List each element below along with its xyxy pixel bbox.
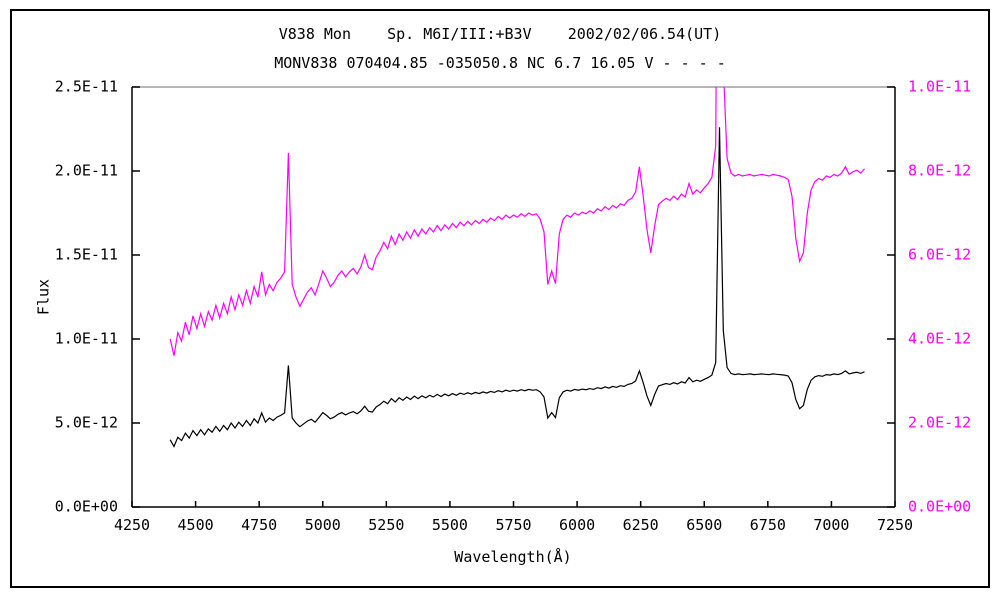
x-tick-label: 4250	[113, 516, 151, 534]
x-tick-label: 4500	[177, 516, 214, 534]
y-right-tick-label: 8.0E-12	[908, 161, 972, 180]
x-tick-label: 5250	[368, 516, 405, 534]
y-right-tick-label: 6.0E-12	[908, 245, 972, 264]
y-right-tick-label: 2.0E-12	[908, 413, 972, 432]
y-left-tick-label: 1.0E-11	[54, 329, 118, 348]
x-tick-label: 6000	[559, 516, 596, 534]
figure-title: V838 Mon Sp. M6I/III:+B3V 2002/02/06.54(…	[278, 25, 722, 43]
x-tick-label: 5000	[304, 516, 341, 534]
y-right-tick-label: 4.0E-12	[908, 329, 972, 348]
x-tick-label: 7000	[813, 516, 850, 534]
y-right-tick-label: 0.0E+00	[908, 497, 972, 516]
figure-subtitle: MONV838 070404.85 -035050.8 NC 6.7 16.05…	[274, 54, 726, 72]
figure-border	[10, 9, 990, 588]
x-axis-label: Wavelength(Å)	[454, 548, 572, 566]
black-spectrum-line	[169, 127, 865, 448]
x-tick-label: 6500	[686, 516, 723, 534]
y-left-tick-label: 0.0E+00	[54, 497, 118, 516]
y-left-tick-label: 2.0E-11	[54, 161, 118, 180]
y-left-tick-label: 1.5E-11	[54, 245, 118, 264]
x-tick-label: 5500	[431, 516, 468, 534]
magenta-spectrum-line	[169, 87, 865, 356]
y-left-tick-label: 2.5E-11	[54, 77, 118, 96]
x-tick-label: 4750	[241, 516, 278, 534]
y-left-tick-label: 5.0E-12	[54, 413, 118, 432]
x-tick-label: 7250	[876, 516, 914, 534]
y-right-tick-label: 1.0E-11	[908, 77, 972, 96]
x-tick-label: 6250	[622, 516, 659, 534]
x-tick-label: 5750	[495, 516, 532, 534]
x-tick-label: 6750	[749, 516, 786, 534]
